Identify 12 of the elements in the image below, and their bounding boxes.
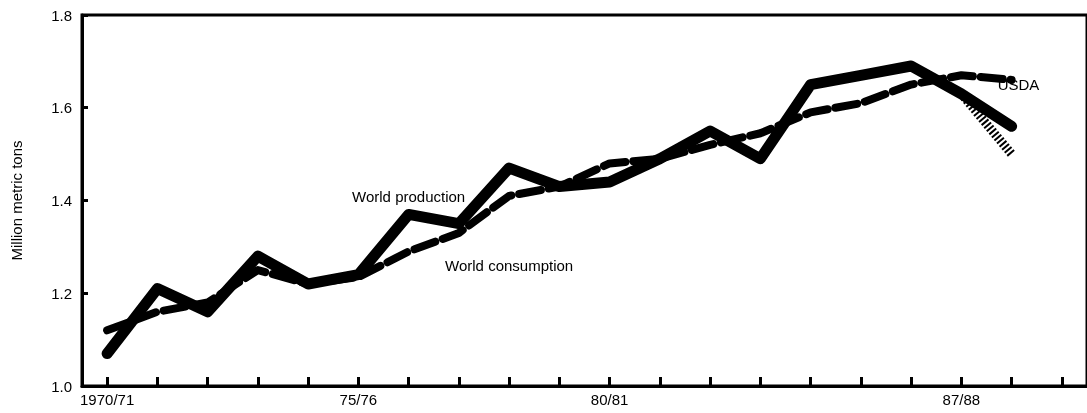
x-tick-label: 80/81 — [590, 391, 629, 408]
y-tick-label: 1.6 — [51, 99, 72, 117]
x-tick-label: 87/88 — [942, 391, 981, 408]
x-tick-label: 1970/71 — [80, 391, 135, 408]
series-label: World production — [352, 188, 466, 206]
x-tick-label: 75/76 — [339, 391, 378, 408]
y-tick-label: 1.8 — [51, 6, 72, 24]
y-tick-label: 1.0 — [51, 377, 72, 395]
series-label: World consumption — [445, 256, 574, 274]
y-tick-label: 1.4 — [51, 192, 72, 209]
y-axis-title: Million metric tons — [8, 140, 25, 261]
y-tick-label: 1.2 — [51, 284, 72, 302]
